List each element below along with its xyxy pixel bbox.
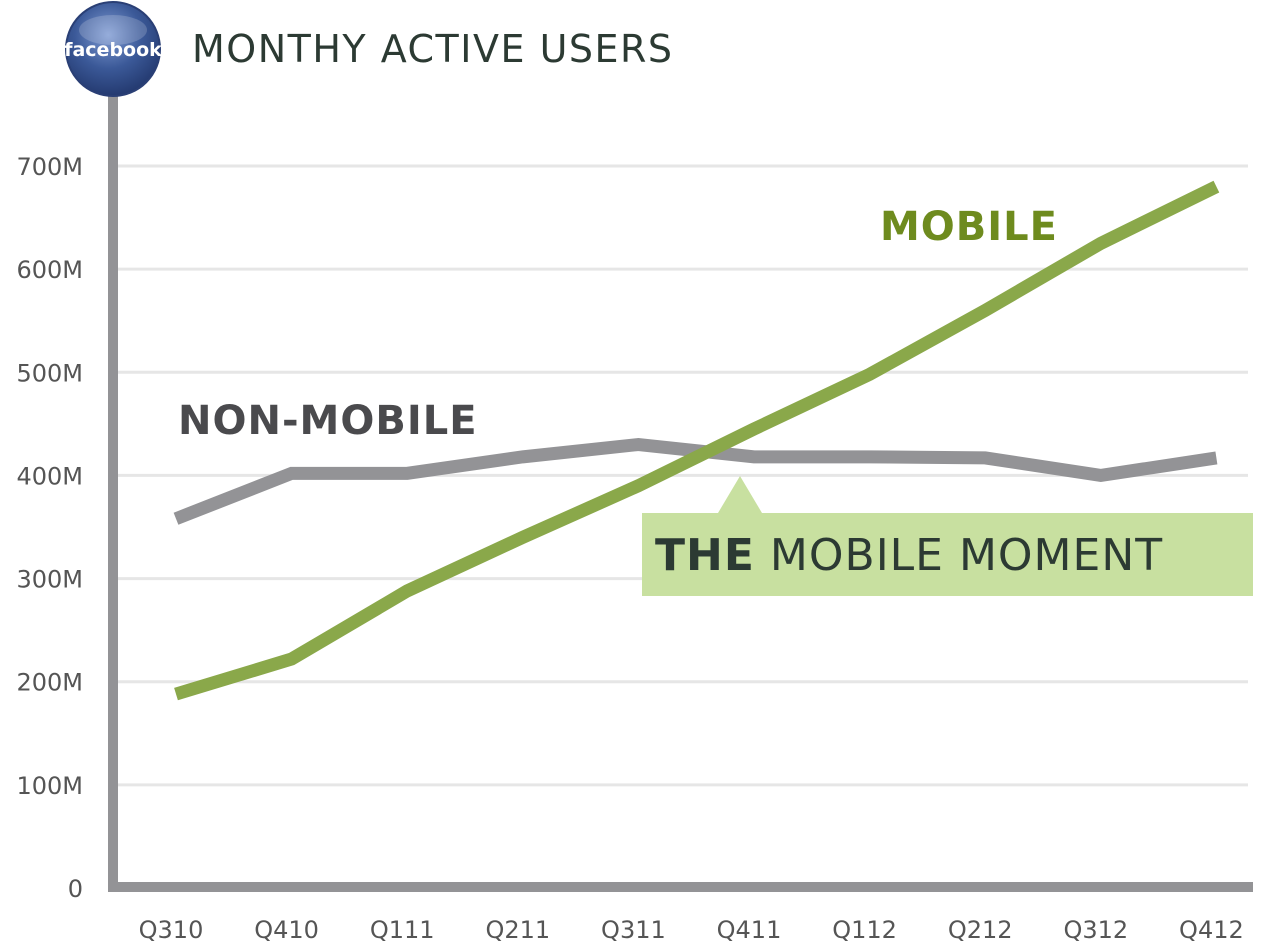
x-tick-label: Q412 [1179,916,1244,944]
x-tick-label: Q312 [1063,916,1128,944]
y-tick-label: 700M [16,153,83,181]
series-label-mobile: MOBILE [880,204,1058,250]
x-tick-label: Q310 [139,916,204,944]
callout-label: MOBILE MOMENT [770,530,1163,581]
chart-title: MONTHY ACTIVE USERS [192,27,674,71]
series-label-non-mobile: NON-MOBILE [178,398,478,444]
y-tick-label: 400M [16,462,83,490]
x-tick-label: Q112 [832,916,897,944]
y-tick-label: 500M [16,359,83,387]
y-tick-label: 300M [16,566,83,594]
x-tick-label: Q212 [948,916,1013,944]
y-tick-label: 100M [16,772,83,800]
callout-bold: THE [655,530,755,581]
x-tick-label: Q211 [485,916,550,944]
series-line-mobile [174,180,1220,701]
y-tick-label: 200M [16,669,83,697]
x-tick-label: Q411 [717,916,782,944]
y-tick-label: 600M [16,256,83,284]
facebook-logo-text: facebook [64,39,162,61]
y-axis-ticks: 0 100M 200M 300M 400M 500M 600M 700M [16,153,83,903]
series-layer [173,180,1220,701]
facebook-logo: facebook [64,1,162,97]
y-tick-label: 0 [68,875,83,903]
x-axis-ticks: Q310 Q410 Q111 Q211 Q311 Q411 Q112 Q212 Q312 Q412 [139,916,1244,944]
x-tick-label: Q311 [601,916,666,944]
x-tick-label: Q410 [254,916,319,944]
callout-box [642,476,1253,596]
callout-text: THE MOBILE MOMENT [655,530,1163,581]
x-tick-label: Q111 [370,916,435,944]
mobile-moment-callout: THE MOBILE MOMENT [642,476,1253,596]
